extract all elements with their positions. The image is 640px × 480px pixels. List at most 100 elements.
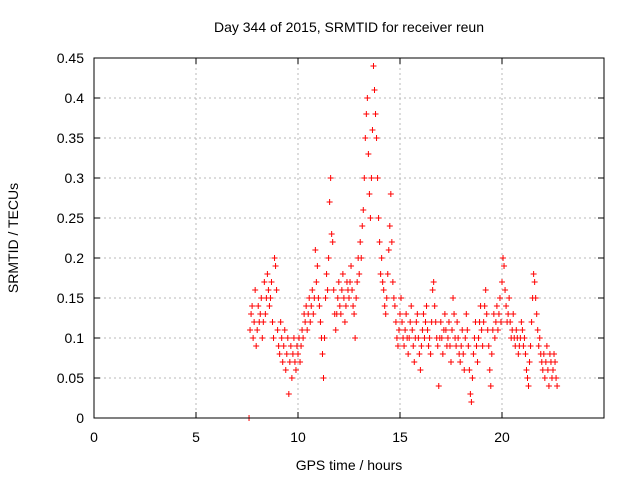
data-point: [427, 351, 434, 357]
data-point: [391, 303, 398, 309]
data-point: [354, 279, 361, 285]
plot-frame: [93, 57, 605, 419]
data-point: [437, 319, 444, 325]
data-point: [540, 351, 547, 357]
data-point: [305, 311, 312, 317]
data-point: [252, 287, 259, 293]
data-point: [535, 343, 542, 349]
data-point: [325, 255, 332, 261]
x-tick-label: 15: [392, 429, 408, 445]
data-point: [279, 359, 286, 365]
data-point: [272, 263, 279, 269]
data-point: [417, 367, 424, 373]
data-point: [482, 287, 489, 293]
data-point: [251, 319, 258, 325]
y-tick-label: 0.1: [65, 330, 85, 346]
data-point: [273, 287, 280, 293]
data-point: [468, 399, 475, 405]
data-point: [388, 239, 395, 245]
data-point: [392, 319, 399, 325]
data-point: [312, 247, 319, 253]
data-point: [405, 351, 412, 357]
data-point: [501, 263, 508, 269]
data-point: [518, 319, 525, 325]
data-point: [326, 199, 333, 205]
data-point: [413, 319, 420, 325]
data-point: [282, 367, 289, 373]
data-point: [361, 175, 368, 181]
data-point: [382, 311, 389, 317]
data-point: [422, 319, 429, 325]
data-point: [406, 335, 413, 341]
data-point: [491, 335, 498, 341]
data-point: [257, 311, 264, 317]
data-point: [359, 223, 366, 229]
x-tick-label: 0: [90, 429, 98, 445]
data-point: [288, 375, 295, 381]
data-point: [506, 295, 513, 301]
data-point: [541, 375, 548, 381]
data-point: [330, 287, 337, 293]
data-point: [302, 319, 309, 325]
data-point: [426, 335, 433, 341]
data-point: [531, 279, 538, 285]
data-point: [470, 351, 477, 357]
x-tick-label: 5: [192, 429, 200, 445]
data-point: [247, 327, 254, 333]
data-point: [497, 319, 504, 325]
data-point: [455, 335, 462, 341]
data-point: [283, 351, 290, 357]
data-point: [365, 151, 372, 157]
data-point: [444, 335, 451, 341]
data-point: [410, 343, 417, 349]
axis-ticks: [93, 57, 604, 419]
data-point: [260, 319, 267, 325]
data-point: [551, 351, 558, 357]
y-tick-label: 0.45: [57, 50, 84, 66]
data-point: [266, 303, 273, 309]
data-point: [554, 383, 561, 389]
data-point: [395, 327, 402, 333]
data-point: [291, 359, 298, 365]
data-point: [280, 343, 287, 349]
data-point: [375, 215, 382, 221]
data-point: [502, 287, 509, 293]
data-point: [469, 375, 476, 381]
data-point: [389, 279, 396, 285]
data-point: [536, 335, 543, 341]
data-point: [322, 295, 329, 301]
data-point: [461, 367, 468, 373]
data-point: [475, 335, 482, 341]
data-point: [332, 327, 339, 333]
data-point: [329, 239, 336, 245]
data-point: [448, 359, 454, 365]
data-point: [259, 335, 266, 341]
data-point: [493, 303, 500, 309]
data-point: [327, 175, 334, 181]
data-point: [338, 287, 345, 293]
data-point: [451, 311, 458, 317]
data-point: [314, 263, 321, 269]
data-point: [340, 295, 347, 301]
data-point: [268, 279, 275, 285]
data-point: [368, 175, 375, 181]
y-tick-label: 0.05: [57, 370, 84, 386]
data-point: [421, 335, 428, 341]
data-point: [435, 383, 442, 389]
data-point: [347, 279, 354, 285]
data-point: [402, 327, 409, 333]
data-point: [290, 335, 297, 341]
data-point: [267, 295, 274, 301]
data-point: [423, 303, 430, 309]
data-point: [479, 343, 486, 349]
data-point: [348, 263, 355, 269]
data-point: [510, 311, 517, 317]
data-point: [320, 375, 327, 381]
data-point: [429, 287, 436, 293]
data-point: [358, 255, 365, 261]
data-point: [298, 343, 305, 349]
data-point: [360, 207, 367, 213]
data-point: [307, 319, 314, 325]
data-point: [411, 359, 418, 365]
